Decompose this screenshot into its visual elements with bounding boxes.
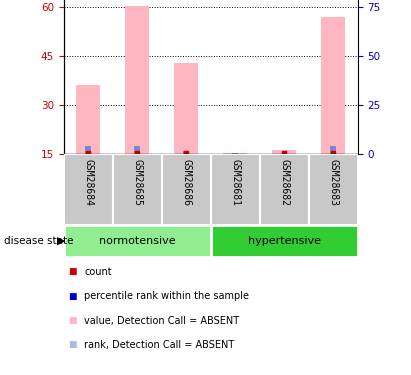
Text: count: count: [84, 267, 112, 277]
Text: normotensive: normotensive: [99, 236, 175, 246]
Text: percentile rank within the sample: percentile rank within the sample: [84, 291, 249, 301]
Text: hypertensive: hypertensive: [247, 236, 321, 246]
Bar: [272, 150, 296, 154]
Text: ■: ■: [68, 316, 76, 325]
Bar: [211, 225, 358, 257]
Bar: [64, 225, 210, 257]
Bar: [64, 154, 113, 225]
Bar: [321, 17, 345, 154]
Bar: [211, 154, 260, 225]
Bar: [223, 153, 247, 154]
Text: GSM28681: GSM28681: [230, 159, 240, 207]
Bar: [309, 154, 358, 225]
Bar: [330, 146, 336, 154]
Bar: [162, 154, 211, 225]
Bar: [113, 154, 162, 225]
Bar: [183, 151, 189, 154]
Text: disease state: disease state: [4, 236, 74, 246]
Bar: [125, 6, 150, 154]
Bar: [174, 63, 199, 154]
Bar: [233, 153, 238, 154]
Text: ▶: ▶: [57, 236, 65, 246]
Text: GSM28682: GSM28682: [279, 159, 289, 207]
Bar: [134, 146, 140, 154]
Text: ■: ■: [68, 267, 76, 276]
Text: value, Detection Call = ABSENT: value, Detection Call = ABSENT: [84, 316, 239, 326]
Bar: [260, 154, 309, 225]
Bar: [85, 146, 91, 154]
Text: GSM28683: GSM28683: [328, 159, 338, 207]
Text: rank, Detection Call = ABSENT: rank, Detection Call = ABSENT: [84, 340, 235, 350]
Text: GSM28686: GSM28686: [181, 159, 191, 207]
Text: GSM28685: GSM28685: [132, 159, 142, 207]
Text: ■: ■: [68, 292, 76, 301]
Text: ■: ■: [68, 340, 76, 350]
Bar: [76, 86, 100, 154]
Text: GSM28684: GSM28684: [83, 159, 93, 207]
